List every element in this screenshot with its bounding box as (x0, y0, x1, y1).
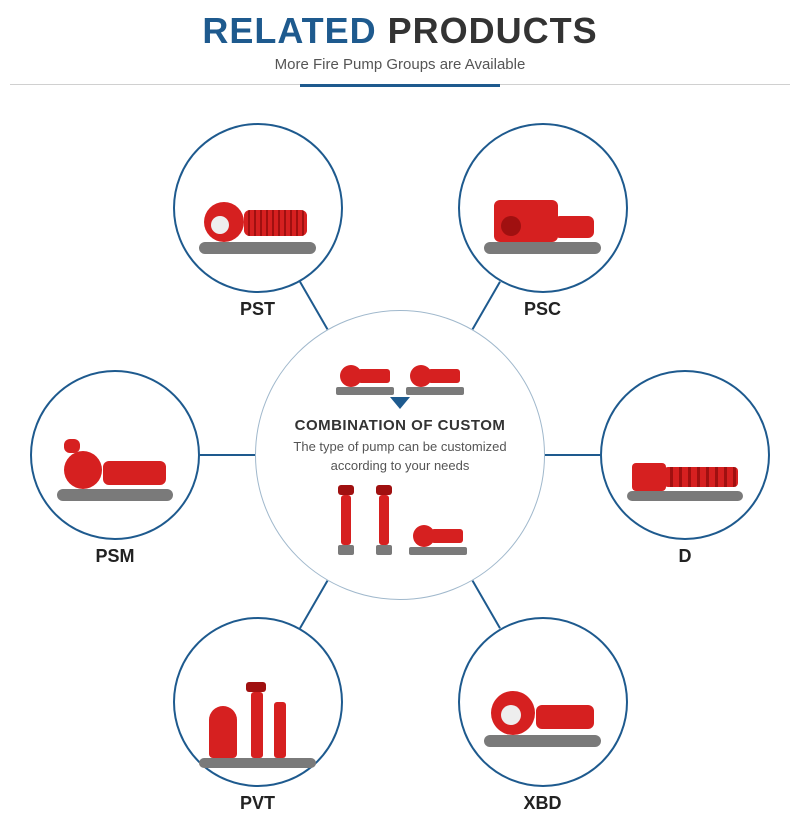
product-label-pst: PST (240, 299, 275, 320)
chevron-down-icon (390, 397, 410, 409)
center-mini-row-top (330, 353, 470, 397)
mini-pump-icon (336, 355, 394, 395)
product-label-xbd: XBD (523, 793, 561, 814)
center-mini-row-bottom (327, 481, 473, 557)
center-node: COMBINATION OF CUSTOM The type of pump c… (255, 310, 545, 600)
mini-pump-icon (371, 483, 397, 555)
subtitle: More Fire Pump Groups are Available (0, 56, 800, 73)
product-node-pst[interactable] (173, 123, 343, 293)
diagram: COMBINATION OF CUSTOM The type of pump c… (0, 85, 800, 785)
title-rest: PRODUCTS (377, 10, 598, 51)
center-text: The type of pump can be customized accor… (276, 438, 524, 474)
product-label-psm: PSM (95, 546, 134, 567)
product-node-xbd[interactable] (458, 617, 628, 787)
product-label-psc: PSC (524, 299, 561, 320)
center-title: COMBINATION OF CUSTOM (295, 417, 506, 434)
mini-pump-icon (409, 515, 467, 555)
mini-pump-icon (406, 355, 464, 395)
product-label-pvt: PVT (240, 793, 275, 814)
product-node-psc[interactable] (458, 123, 628, 293)
product-node-d[interactable] (600, 370, 770, 540)
mini-pump-icon (333, 483, 359, 555)
page-title: RELATED PRODUCTS (0, 10, 800, 52)
product-node-pvt[interactable] (173, 617, 343, 787)
product-label-d: D (679, 546, 692, 567)
product-node-psm[interactable] (30, 370, 200, 540)
title-accent: RELATED (202, 10, 376, 51)
header: RELATED PRODUCTS More Fire Pump Groups a… (0, 0, 800, 73)
